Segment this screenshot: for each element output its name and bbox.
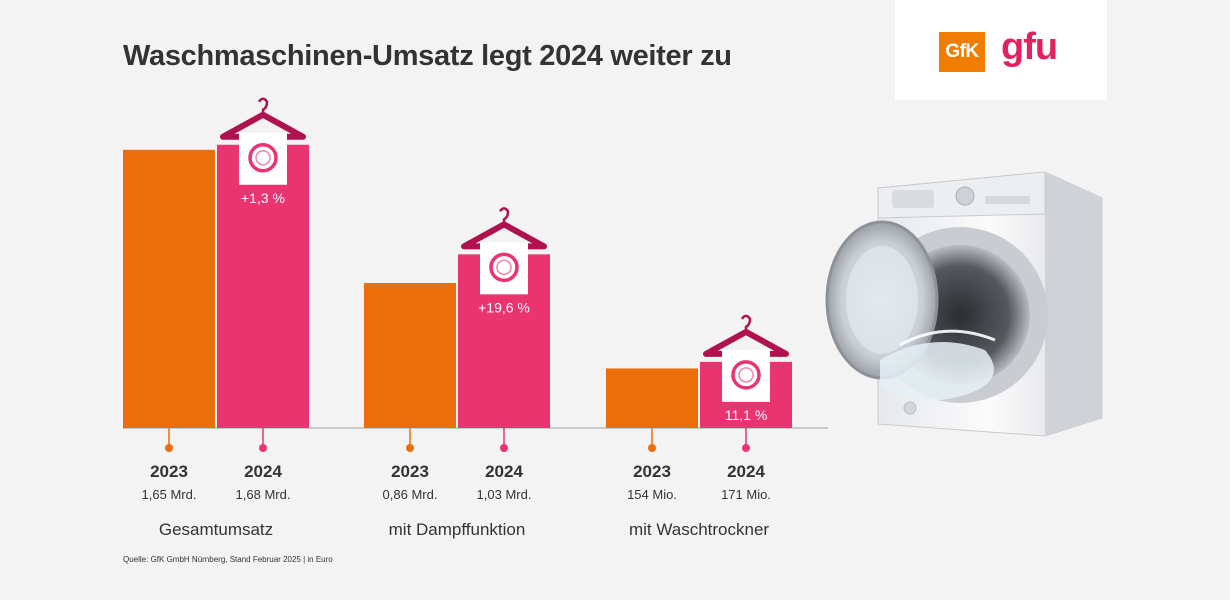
marker-dot-2024 [742,444,750,452]
marker-dot-2024 [259,444,267,452]
marker-dot-2023 [648,444,656,452]
year-label-2023: 2023 [391,462,429,481]
bar-2023 [606,368,698,428]
value-label-2023: 0,86 Mrd. [382,487,438,502]
category-label: mit Dampffunktion [388,520,526,539]
gfu-logo: gfu [1001,26,1058,68]
drum-circle-icon [489,252,519,283]
year-label-2024: 2024 [244,462,282,481]
chart-title: Waschmaschinen-Umsatz legt 2024 weiter z… [123,40,732,72]
hanger-hook-icon [740,314,752,332]
year-label-2023: 2023 [150,462,188,481]
marker-dot-2023 [406,444,414,452]
shirt-tag-icon [722,349,770,402]
value-label-2023: 154 Mio. [627,487,677,502]
value-label-2024: 171 Mio. [721,487,771,502]
drum-inner-icon [496,259,512,276]
drum-circle-icon [248,143,278,173]
year-label-2024: 2024 [485,462,523,481]
bar-2024 [217,144,309,428]
source-note: Quelle: GfK GmbH Nürnberg, Stand Februar… [123,555,333,564]
change-label: +1,3 % [241,190,285,206]
shirt-tag-icon [239,132,287,185]
drum-inner-icon [738,367,754,383]
year-label-2023: 2023 [633,462,671,481]
marker-dot-2024 [500,444,508,452]
value-label-2023: 1,65 Mrd. [141,487,197,502]
category-label: mit Waschtrockner [628,520,770,539]
bar-2023 [123,149,215,428]
gfk-logo: GfK [939,32,985,72]
drum-inner-icon [255,150,271,166]
change-label: 11,1 % [725,407,768,423]
hanger-hook-icon [498,207,510,225]
value-label-2024: 1,03 Mrd. [476,487,532,502]
shirt-tag-icon [480,242,528,295]
value-label-2024: 1,68 Mrd. [235,487,291,502]
bar-2023 [364,283,456,428]
change-label: +19,6 % [478,299,530,315]
year-label-2024: 2024 [727,462,765,481]
drum-circle-icon [731,360,761,390]
logo-box: GfK gfu [895,0,1107,100]
marker-dot-2023 [165,444,173,452]
category-label: Gesamtumsatz [158,520,274,539]
hanger-hook-icon [257,97,269,115]
